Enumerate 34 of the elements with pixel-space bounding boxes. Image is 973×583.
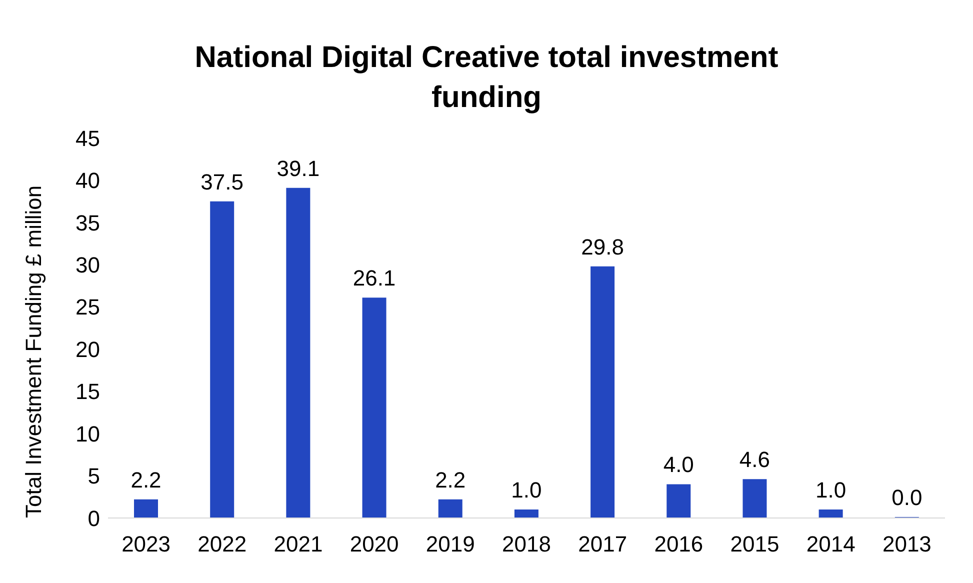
data-label: 2.2 xyxy=(130,467,162,492)
y-tick-label: 0 xyxy=(88,506,100,531)
x-tick-label: 2014 xyxy=(806,532,856,557)
chart-title: National Digital Creative total investment funding xyxy=(194,40,780,116)
y-tick-label: 10 xyxy=(76,421,100,446)
data-label: 39.1 xyxy=(276,156,320,181)
x-tick-label: 2015 xyxy=(730,532,780,557)
data-label: 29.8 xyxy=(581,234,624,260)
x-tick-label: 2013 xyxy=(882,532,932,557)
x-tick-label: 2017 xyxy=(578,532,628,557)
x-tick-label: 2020 xyxy=(350,532,399,557)
data-label: 37.5 xyxy=(200,169,244,194)
y-tick-label: 5 xyxy=(88,464,100,489)
y-tick-label: 45 xyxy=(76,126,100,151)
data-label: 4.6 xyxy=(739,447,770,472)
data-label: 1.0 xyxy=(816,478,846,503)
y-tick-label: 20 xyxy=(76,336,100,362)
y-tick-label: 40 xyxy=(76,168,100,194)
x-tick-label: 2022 xyxy=(198,532,247,557)
data-label: 0.0 xyxy=(892,485,922,510)
data-label: 2.2 xyxy=(435,467,466,492)
y-tick-label: 35 xyxy=(76,210,100,236)
data-label: 4.0 xyxy=(663,452,694,478)
x-tick-label: 2016 xyxy=(654,532,704,557)
y-axis-title: Total Investment Funding £ million xyxy=(20,185,46,518)
data-label: 26.1 xyxy=(352,266,396,291)
x-tick-label: 2019 xyxy=(426,532,475,557)
y-tick-label: 15 xyxy=(76,379,100,404)
x-tick-label: 2021 xyxy=(274,532,323,557)
x-tick-label: 2023 xyxy=(122,532,171,557)
x-tick-label: 2018 xyxy=(502,532,551,557)
y-tick-label: 30 xyxy=(76,252,100,278)
y-tick-label: 25 xyxy=(76,294,100,320)
data-label: 1.0 xyxy=(511,478,542,503)
